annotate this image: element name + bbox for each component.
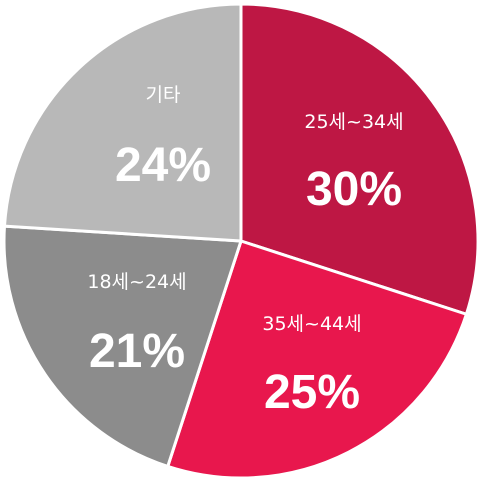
pie-slice-other bbox=[2, 2, 243, 243]
pie-slice-35-44 bbox=[166, 239, 468, 480]
pie-slice-25-34 bbox=[239, 2, 480, 316]
slice-value-label-25-34: 30% bbox=[306, 163, 402, 216]
slice-value-label-35-44: 25% bbox=[264, 366, 360, 419]
slice-value-label-other: 24% bbox=[115, 139, 211, 192]
slice-category-label-other: 기타 bbox=[146, 84, 181, 106]
pie-labels: 25세~34세 30% 35세~44세 25% 18세~24세 21% 기타 24% bbox=[87, 84, 403, 419]
slice-category-label-25-34: 25세~34세 bbox=[304, 111, 403, 133]
slice-category-label-35-44: 35세~44세 bbox=[262, 313, 361, 335]
slice-category-label-18-24: 18세~24세 bbox=[87, 271, 186, 293]
slice-value-label-18-24: 21% bbox=[89, 325, 185, 378]
pie-slice-18-24 bbox=[2, 224, 243, 468]
